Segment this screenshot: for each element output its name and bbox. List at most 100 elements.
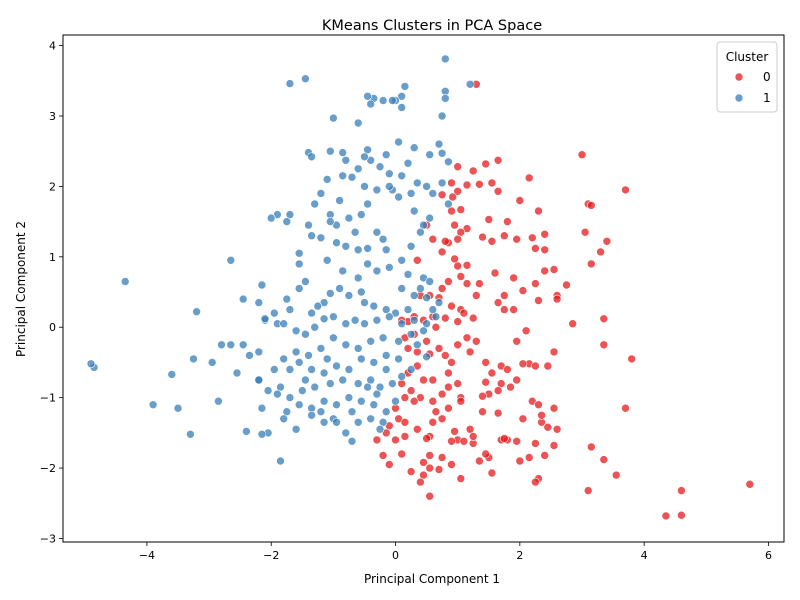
point-cluster-1-104 (282, 294, 292, 304)
point-cluster-0-93 (471, 336, 481, 346)
x-tick-label: −4 (139, 549, 155, 562)
point-cluster-0-4 (481, 159, 491, 169)
point-cluster-0-57 (518, 286, 528, 295)
point-cluster-1-64 (341, 242, 351, 251)
point-cluster-1-147 (207, 358, 217, 367)
point-cluster-0-156 (524, 453, 534, 462)
point-cluster-1-229 (347, 407, 357, 417)
point-cluster-0-152 (583, 486, 593, 495)
point-cluster-1-75 (428, 189, 438, 198)
point-cluster-1-158 (344, 365, 354, 374)
point-cluster-1-149 (192, 307, 201, 317)
point-cluster-0-103 (599, 314, 609, 324)
x-tick-label: 0 (392, 549, 399, 562)
point-cluster-1-137 (304, 351, 313, 360)
point-cluster-1-98 (344, 291, 354, 300)
point-cluster-1-145 (226, 340, 236, 350)
point-cluster-1-172 (285, 393, 295, 402)
point-cluster-1-151 (254, 375, 264, 385)
point-cluster-0-145 (543, 422, 553, 432)
point-cluster-1-72 (425, 213, 435, 223)
point-cluster-0-47 (444, 277, 453, 286)
point-cluster-0-168 (465, 424, 475, 434)
point-cluster-0-182 (677, 510, 686, 520)
point-cluster-0-166 (447, 436, 456, 446)
point-cluster-1-17 (353, 118, 363, 128)
point-cluster-0-24 (450, 220, 459, 230)
point-cluster-0-129 (400, 432, 410, 441)
point-cluster-1-205 (86, 359, 96, 369)
point-cluster-1-125 (409, 315, 419, 325)
point-cluster-0-16 (621, 185, 630, 195)
point-cluster-1-164 (388, 379, 397, 388)
point-cluster-0-170 (425, 451, 435, 460)
point-cluster-0-173 (434, 465, 444, 474)
point-cluster-1-186 (378, 417, 388, 427)
point-cluster-0-178 (384, 460, 394, 469)
point-cluster-0-117 (444, 382, 453, 392)
point-cluster-1-211 (381, 351, 391, 360)
point-cluster-0-53 (462, 279, 472, 288)
point-cluster-0-135 (456, 396, 466, 406)
point-cluster-1-155 (307, 365, 316, 374)
point-cluster-1-154 (294, 358, 304, 367)
point-cluster-0-128 (391, 435, 400, 445)
point-cluster-1-48 (356, 210, 366, 219)
point-cluster-0-187 (475, 456, 484, 466)
point-cluster-1-197 (242, 427, 251, 436)
point-cluster-0-88 (428, 375, 438, 385)
point-cluster-1-215 (428, 305, 438, 314)
point-cluster-1-160 (369, 358, 379, 367)
point-cluster-1-187 (366, 414, 376, 424)
point-cluster-1-193 (291, 424, 301, 434)
point-cluster-0-176 (406, 467, 416, 476)
point-cluster-1-67 (372, 227, 382, 237)
point-cluster-1-116 (310, 322, 320, 332)
point-cluster-1-196 (257, 429, 267, 439)
point-cluster-1-220 (350, 227, 360, 237)
point-cluster-1-182 (356, 396, 366, 406)
point-cluster-0-38 (531, 244, 540, 253)
point-cluster-0-150 (599, 455, 609, 464)
point-cluster-1-174 (263, 386, 273, 395)
point-cluster-1-91 (422, 293, 431, 303)
point-cluster-0-45 (453, 261, 463, 271)
point-cluster-1-92 (434, 298, 444, 307)
y-axis-label: Principal Component 2 (14, 221, 28, 357)
point-cluster-0-200 (506, 382, 515, 392)
point-cluster-1-20 (434, 139, 444, 149)
point-cluster-1-128 (419, 326, 428, 336)
point-cluster-1-141 (254, 347, 264, 357)
point-cluster-1-124 (397, 319, 407, 329)
x-tick-label: 2 (516, 549, 523, 562)
point-cluster-1-15 (437, 111, 447, 121)
point-cluster-1-1 (285, 79, 295, 88)
point-cluster-0-172 (425, 463, 435, 473)
point-cluster-0-63 (534, 296, 543, 305)
chart-title: KMeans Clusters in PCA Space (322, 18, 542, 34)
point-cluster-1-129 (406, 329, 416, 339)
point-cluster-1-206 (120, 277, 130, 286)
point-cluster-1-142 (245, 351, 254, 360)
point-cluster-0-101 (509, 305, 518, 314)
point-cluster-1-119 (341, 319, 351, 329)
point-cluster-1-65 (353, 245, 363, 255)
point-cluster-1-225 (322, 354, 332, 364)
point-cluster-1-100 (325, 289, 335, 298)
point-cluster-0-186 (447, 460, 456, 469)
point-cluster-0-3 (468, 166, 478, 176)
point-cluster-0-174 (419, 470, 428, 480)
point-cluster-1-37 (425, 150, 435, 159)
x-axis-label: Principal Component 1 (364, 572, 500, 586)
point-cluster-1-212 (363, 382, 372, 392)
point-cluster-0-31 (437, 247, 447, 257)
point-cluster-0-141 (518, 414, 528, 424)
point-cluster-1-63 (332, 238, 341, 247)
y-tick-label: −1 (40, 392, 56, 405)
point-cluster-1-228 (372, 389, 382, 399)
point-cluster-1-99 (335, 284, 344, 293)
point-cluster-1-95 (381, 305, 391, 314)
point-cluster-1-219 (285, 305, 295, 314)
point-cluster-1-24 (307, 152, 316, 162)
point-cluster-0-1 (577, 150, 587, 159)
